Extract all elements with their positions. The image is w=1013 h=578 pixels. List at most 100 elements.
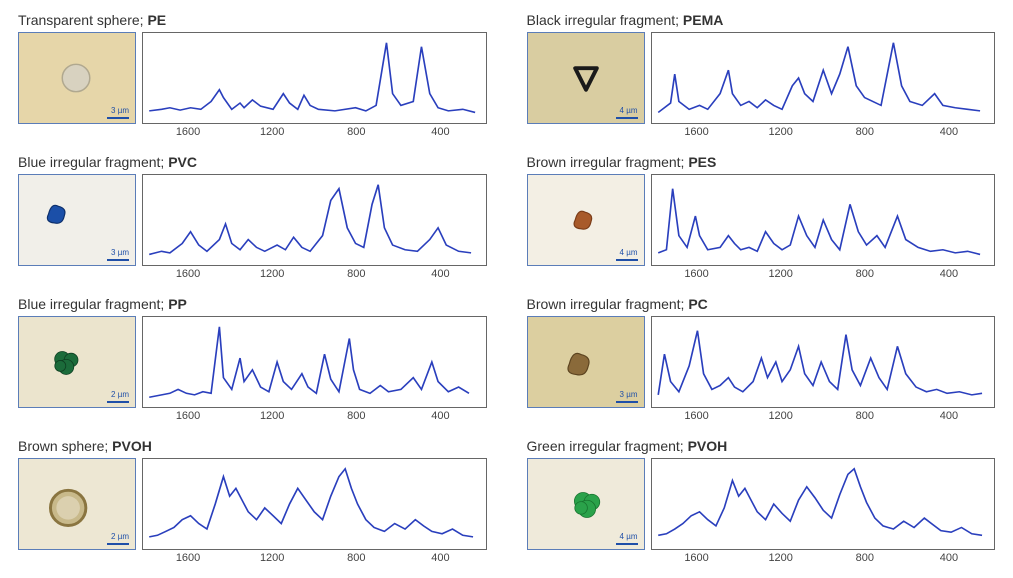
axis-tick: 400 [907, 410, 991, 422]
panel-title: Blue irregular fragment; PP [18, 296, 487, 312]
axis-tick: 1200 [739, 410, 823, 422]
panel-title: Blue irregular fragment; PVC [18, 154, 487, 170]
sample-panel: Transparent sphere; PE 3 µm 1600 [18, 12, 487, 138]
scale-bar: 3 µm [107, 107, 129, 119]
axis-tick: 1200 [230, 410, 314, 422]
scale-bar: 3 µm [107, 249, 129, 261]
panel-title: Brown irregular fragment; PES [527, 154, 996, 170]
spectrum-plot [142, 458, 487, 550]
spectrum-plot [142, 32, 487, 124]
scale-bar: 2 µm [107, 533, 129, 545]
sample-panel: Brown irregular fragment; PES 4 µm [527, 154, 996, 280]
scale-label: 2 µm [111, 390, 129, 399]
panel-title: Brown sphere; PVOH [18, 438, 487, 454]
axis-tick: 1600 [146, 268, 230, 280]
title-polymer: PE [147, 12, 166, 28]
axis-tick: 1200 [739, 126, 823, 138]
spectrum-plot [142, 174, 487, 266]
spectrum-plot [651, 458, 996, 550]
axis-tick: 800 [823, 552, 907, 564]
micrograph: 4 µm [527, 32, 645, 124]
axis-tick: 400 [398, 268, 482, 280]
axis-tick: 800 [314, 126, 398, 138]
spectrum-plot [651, 316, 996, 408]
scale-bar: 4 µm [616, 249, 638, 261]
micrograph: 2 µm [18, 458, 136, 550]
micrograph: 3 µm [18, 32, 136, 124]
scale-label: 4 µm [620, 532, 638, 541]
axis-tick: 1600 [146, 552, 230, 564]
title-prefix: Brown irregular fragment; [527, 154, 689, 170]
axis-tick: 1600 [655, 410, 739, 422]
scale-bar: 4 µm [616, 533, 638, 545]
axis-tick: 800 [314, 552, 398, 564]
spectrum-plot [651, 32, 996, 124]
title-prefix: Brown sphere; [18, 438, 112, 454]
sample-panel: Blue irregular fragment; PP 2 µm [18, 296, 487, 422]
sample-panel: Blue irregular fragment; PVC 3 µm [18, 154, 487, 280]
axis-tick: 400 [907, 268, 991, 280]
spectrum-plot [142, 316, 487, 408]
panel-title: Transparent sphere; PE [18, 12, 487, 28]
sample-panel: Brown irregular fragment; PC 3 µm [527, 296, 996, 422]
axis-tick: 1600 [655, 552, 739, 564]
micrograph: 2 µm [18, 316, 136, 408]
scale-label: 4 µm [620, 106, 638, 115]
axis-tick: 1200 [739, 268, 823, 280]
axis-tick: 1600 [655, 126, 739, 138]
title-prefix: Black irregular fragment; [527, 12, 683, 28]
micrograph: 4 µm [527, 458, 645, 550]
scale-label: 3 µm [620, 390, 638, 399]
x-axis-ticks: 16001200800400 [527, 550, 996, 564]
x-axis-ticks: 16001200800400 [18, 124, 487, 138]
x-axis-ticks: 16001200800400 [18, 550, 487, 564]
scale-bar: 4 µm [616, 107, 638, 119]
panel-title: Green irregular fragment; PVOH [527, 438, 996, 454]
title-polymer: PVOH [112, 438, 152, 454]
micrograph: 3 µm [527, 316, 645, 408]
sample-panel: Green irregular fragment; PVOH 4 µm [527, 438, 996, 564]
spectrum-plot [651, 174, 996, 266]
axis-tick: 800 [314, 268, 398, 280]
axis-tick: 800 [823, 268, 907, 280]
axis-tick: 1600 [146, 410, 230, 422]
axis-tick: 400 [907, 126, 991, 138]
x-axis-ticks: 16001200800400 [527, 266, 996, 280]
micrograph: 3 µm [18, 174, 136, 266]
title-prefix: Transparent sphere; [18, 12, 147, 28]
sample-panel: Black irregular fragment; PEMA 4 µm [527, 12, 996, 138]
axis-tick: 800 [823, 126, 907, 138]
axis-tick: 1200 [739, 552, 823, 564]
title-polymer: PVC [168, 154, 197, 170]
axis-tick: 400 [398, 552, 482, 564]
axis-tick: 400 [907, 552, 991, 564]
title-polymer: PEMA [683, 12, 723, 28]
axis-tick: 1600 [146, 126, 230, 138]
axis-tick: 1200 [230, 268, 314, 280]
title-prefix: Brown irregular fragment; [527, 296, 689, 312]
x-axis-ticks: 16001200800400 [527, 124, 996, 138]
title-prefix: Blue irregular fragment; [18, 154, 168, 170]
sample-panel: Brown sphere; PVOH 2 µm [18, 438, 487, 564]
title-prefix: Blue irregular fragment; [18, 296, 168, 312]
title-polymer: PES [688, 154, 716, 170]
x-axis-ticks: 16001200800400 [527, 408, 996, 422]
x-axis-ticks: 16001200800400 [18, 408, 487, 422]
panel-title: Brown irregular fragment; PC [527, 296, 996, 312]
x-axis-ticks: 16001200800400 [18, 266, 487, 280]
axis-tick: 400 [398, 410, 482, 422]
axis-tick: 800 [823, 410, 907, 422]
title-prefix: Green irregular fragment; [527, 438, 688, 454]
title-polymer: PC [688, 296, 707, 312]
scale-bar: 3 µm [616, 391, 638, 403]
scale-label: 3 µm [111, 248, 129, 257]
axis-tick: 1200 [230, 126, 314, 138]
scale-label: 3 µm [111, 106, 129, 115]
axis-tick: 1600 [655, 268, 739, 280]
axis-tick: 1200 [230, 552, 314, 564]
micrograph: 4 µm [527, 174, 645, 266]
scale-label: 4 µm [620, 248, 638, 257]
axis-tick: 800 [314, 410, 398, 422]
title-polymer: PVOH [688, 438, 728, 454]
panel-title: Black irregular fragment; PEMA [527, 12, 996, 28]
